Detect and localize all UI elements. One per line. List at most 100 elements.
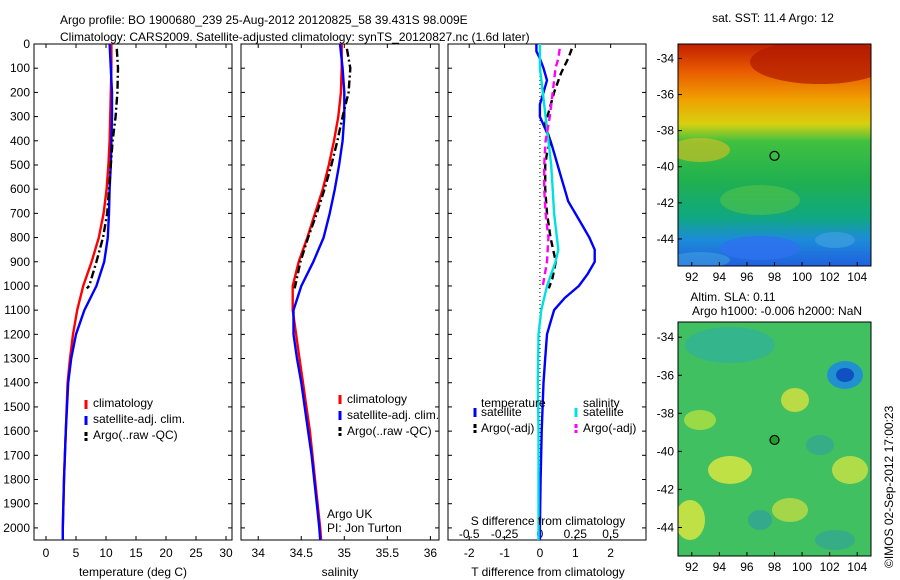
legend-label-satellite: satellite-adj. clim. — [93, 412, 185, 426]
y-tick-label: -34 — [657, 330, 675, 344]
salinity-axes — [240, 43, 440, 541]
legend-header-temperature: temperature — [481, 396, 546, 410]
y-tick-label: -40 — [657, 160, 675, 174]
argo-uk-label: Argo UK — [327, 507, 372, 521]
x-tick-label: 20 — [159, 546, 173, 560]
series-salinity-argo-adj — [540, 48, 561, 290]
x-tick-label: 104 — [847, 560, 867, 574]
y-tick-label: 0 — [23, 37, 30, 51]
x-tick-label: -2 — [464, 546, 475, 560]
temperature-axes — [33, 43, 233, 541]
difference-series — [535, 44, 596, 540]
legend-label-temp-argo: Argo(-adj) — [481, 421, 534, 435]
y-tick-label: 900 — [10, 255, 30, 269]
figure-title-line1: Argo profile: BO 1900680_239 25-Aug-2012… — [60, 13, 468, 27]
difference-xlabel-top: S difference from climatology — [471, 514, 626, 528]
x-tick-label: 104 — [847, 270, 867, 284]
sst-map-title: sat. SST: 11.4 Argo: 12 — [712, 11, 834, 25]
sla-map-ticks: 92 94 96 98 100 102 104 -34 -36 -38 -40 -42 -44 — [657, 330, 868, 574]
y-tick-label: -42 — [657, 196, 675, 210]
temperature-series — [61, 43, 120, 540]
legend-label-argo: Argo(..raw -QC) — [347, 424, 432, 438]
legend-header-salinity: salinity — [583, 396, 620, 410]
x-tick-label: 0 — [43, 546, 50, 560]
temperature-xlabel: temperature (deg C) — [79, 565, 187, 579]
y-tick-label: 1900 — [3, 497, 30, 511]
x-tick-label: 1 — [572, 546, 579, 560]
y-tick-label: 800 — [10, 231, 30, 245]
sst-argo-marker — [769, 150, 780, 162]
temperature-legend: climatology satellite-adj. clim. Argo(..… — [84, 396, 185, 442]
salinity-ticks: 34 34.5 35 35.5 36 — [241, 43, 439, 560]
salinity-xlabel: salinity — [322, 565, 359, 579]
legend-label-climatology: climatology — [347, 392, 407, 406]
x-tick-label: 96 — [740, 270, 754, 284]
y-tick-label: 100 — [10, 61, 30, 75]
y-tick-label: 300 — [10, 110, 30, 124]
legend-label-satellite: satellite-adj. clim. — [347, 408, 439, 422]
y-tick-label: 2000 — [3, 521, 30, 535]
salinity-series — [291, 43, 352, 541]
pi-label: PI: Jon Turton — [327, 521, 402, 535]
series-argo-raw-qc — [293, 48, 352, 289]
x-tick-label: 94 — [713, 270, 727, 284]
y-tick-label: 1600 — [3, 424, 30, 438]
difference-xlabel: T difference from climatology — [471, 565, 625, 579]
y-tick-label: -44 — [657, 520, 675, 534]
sla-map-title-line1: Altim. SLA: 0.11 — [690, 290, 775, 304]
y-tick-label: 1200 — [3, 327, 30, 341]
x-tick-label-top: 0.5 — [602, 527, 619, 541]
x-tick-label: 0 — [537, 546, 544, 560]
sla-map-title-line2: Argo h1000: -0.006 h2000: NaN — [692, 304, 862, 318]
x-tick-label: 34 — [252, 546, 266, 560]
x-tick-label: 98 — [768, 270, 782, 284]
legend-label-sal-satellite: satellite — [583, 405, 624, 419]
y-tick-label: 1500 — [3, 400, 30, 414]
y-tick-label: 1400 — [3, 376, 30, 390]
sst-map-image — [678, 44, 871, 266]
x-tick-label: 102 — [820, 270, 840, 284]
x-tick-label: 100 — [792, 270, 812, 284]
x-tick-label: -1 — [499, 546, 510, 560]
y-tick-label: 1300 — [3, 352, 30, 366]
y-tick-label: 200 — [10, 85, 30, 99]
y-tick-label: 400 — [10, 134, 30, 148]
y-tick-label: -38 — [657, 124, 675, 138]
x-tick-label: 36 — [424, 546, 438, 560]
y-tick-label: -36 — [657, 88, 675, 102]
x-tick-label: 92 — [685, 560, 699, 574]
x-tick-label: 35 — [338, 546, 352, 560]
x-tick-label: 25 — [189, 546, 203, 560]
x-tick-label: 30 — [219, 546, 233, 560]
y-tick-label: -40 — [657, 444, 675, 458]
sla-argo-marker — [769, 434, 780, 446]
difference-ticks: -2 -1 0 1 2-0.5 -0.25 0 0.25 0.5 — [448, 43, 646, 560]
x-tick-label: 2 — [607, 546, 614, 560]
y-tick-label: 600 — [10, 182, 30, 196]
x-tick-label: 35.5 — [376, 546, 400, 560]
series-argo-raw-qc — [85, 48, 120, 290]
x-tick-label: 98 — [768, 560, 782, 574]
y-tick-label: 700 — [10, 206, 30, 220]
legend-label-temp-satellite: satellite — [481, 405, 522, 419]
series-satellite-adj-clim — [292, 43, 346, 541]
y-tick-label: 1000 — [3, 279, 30, 293]
x-tick-label-top: -0.5 — [459, 527, 480, 541]
series-salinity-satellite — [536, 44, 560, 540]
x-tick-label: 15 — [129, 546, 143, 560]
x-tick-label: 10 — [99, 546, 113, 560]
x-tick-label: 5 — [73, 546, 80, 560]
y-tick-label: -38 — [657, 406, 675, 420]
temperature-ticks: 0100200300400500600700800900100011001200… — [3, 37, 233, 560]
imos-credit: ©IMOS 02-Sep-2012 17:00:23 — [882, 405, 896, 568]
y-tick-label: 1800 — [3, 473, 30, 487]
x-tick-label-top: 0.25 — [564, 527, 588, 541]
y-tick-label: -36 — [657, 368, 675, 382]
y-tick-label: 1100 — [4, 303, 30, 317]
legend-label-argo: Argo(..raw -QC) — [93, 428, 178, 442]
y-tick-label: -34 — [657, 51, 675, 65]
sst-map-ticks: 92 94 96 98 100 102 104 -34 -36 -38 -40 -42 -44 — [657, 51, 868, 284]
x-tick-label: 96 — [740, 560, 754, 574]
legend-label-climatology: climatology — [93, 396, 153, 410]
